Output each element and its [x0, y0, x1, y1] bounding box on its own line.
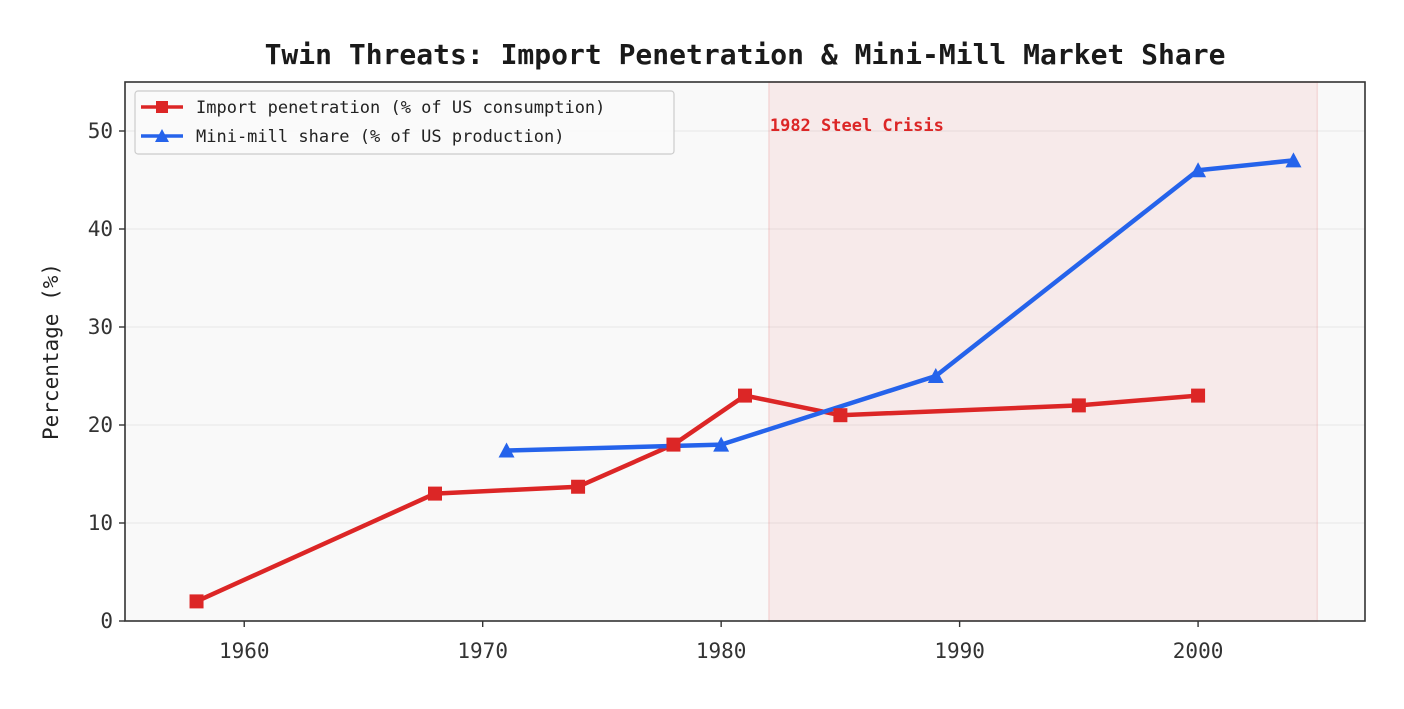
legend-label-import: Import penetration (% of US consumption) [196, 98, 605, 118]
legend-entry-import: Import penetration (% of US consumption) [141, 98, 605, 118]
legend-marker-minimill [155, 129, 169, 142]
crisis-annotation: 1982 Steel Crisis [770, 116, 944, 136]
y-tick-label: 20 [88, 413, 113, 437]
data-point-square [1071, 398, 1086, 413]
series-markers [189, 152, 1302, 609]
data-point-triangle [1285, 152, 1302, 168]
y-axis-label: Percentage (%) [39, 263, 63, 440]
y-tick-label: 50 [88, 119, 113, 143]
y-tick-label: 30 [88, 315, 113, 339]
legend-entry-minimill: Mini-mill share (% of US production) [141, 127, 564, 147]
legend-label-minimill: Mini-mill share (% of US production) [196, 127, 564, 147]
x-tick-label: 1970 [457, 639, 508, 663]
data-point-triangle [1190, 162, 1207, 178]
legend: Import penetration (% of US consumption)… [134, 90, 675, 155]
x-tick-label: 1980 [696, 639, 747, 663]
x-tick-label: 2000 [1173, 639, 1224, 663]
data-point-square [189, 594, 204, 609]
y-tick-label: 10 [88, 511, 113, 535]
axis-ticks: 0 10 20 30 40 50 1960 1970 1980 1990 2000 [88, 119, 1224, 663]
series-line-0 [194, 393, 1201, 604]
data-point-square [666, 437, 681, 452]
legend-marker-import [156, 101, 168, 113]
crisis-shaded-region [768, 81, 1319, 622]
x-tick-label: 1990 [934, 639, 985, 663]
plot-area [125, 82, 1365, 621]
crisis-region: 1982 Steel Crisis [768, 81, 1319, 622]
data-point-square [1191, 388, 1206, 403]
data-point-triangle [713, 436, 730, 452]
chart-title: Twin Threats: Import Penetration & Mini-… [265, 38, 1226, 71]
y-tick-label: 40 [88, 217, 113, 241]
legend-box [134, 90, 675, 155]
data-point-square [833, 408, 848, 423]
data-point-triangle [498, 442, 515, 458]
plot-frame [124, 81, 1366, 622]
data-point-triangle [927, 368, 944, 383]
data-point-square [738, 388, 752, 403]
x-tick-label: 1960 [219, 639, 270, 663]
data-point-square [571, 479, 586, 494]
data-point-square [428, 486, 442, 501]
y-tick-label: 0 [100, 609, 113, 633]
